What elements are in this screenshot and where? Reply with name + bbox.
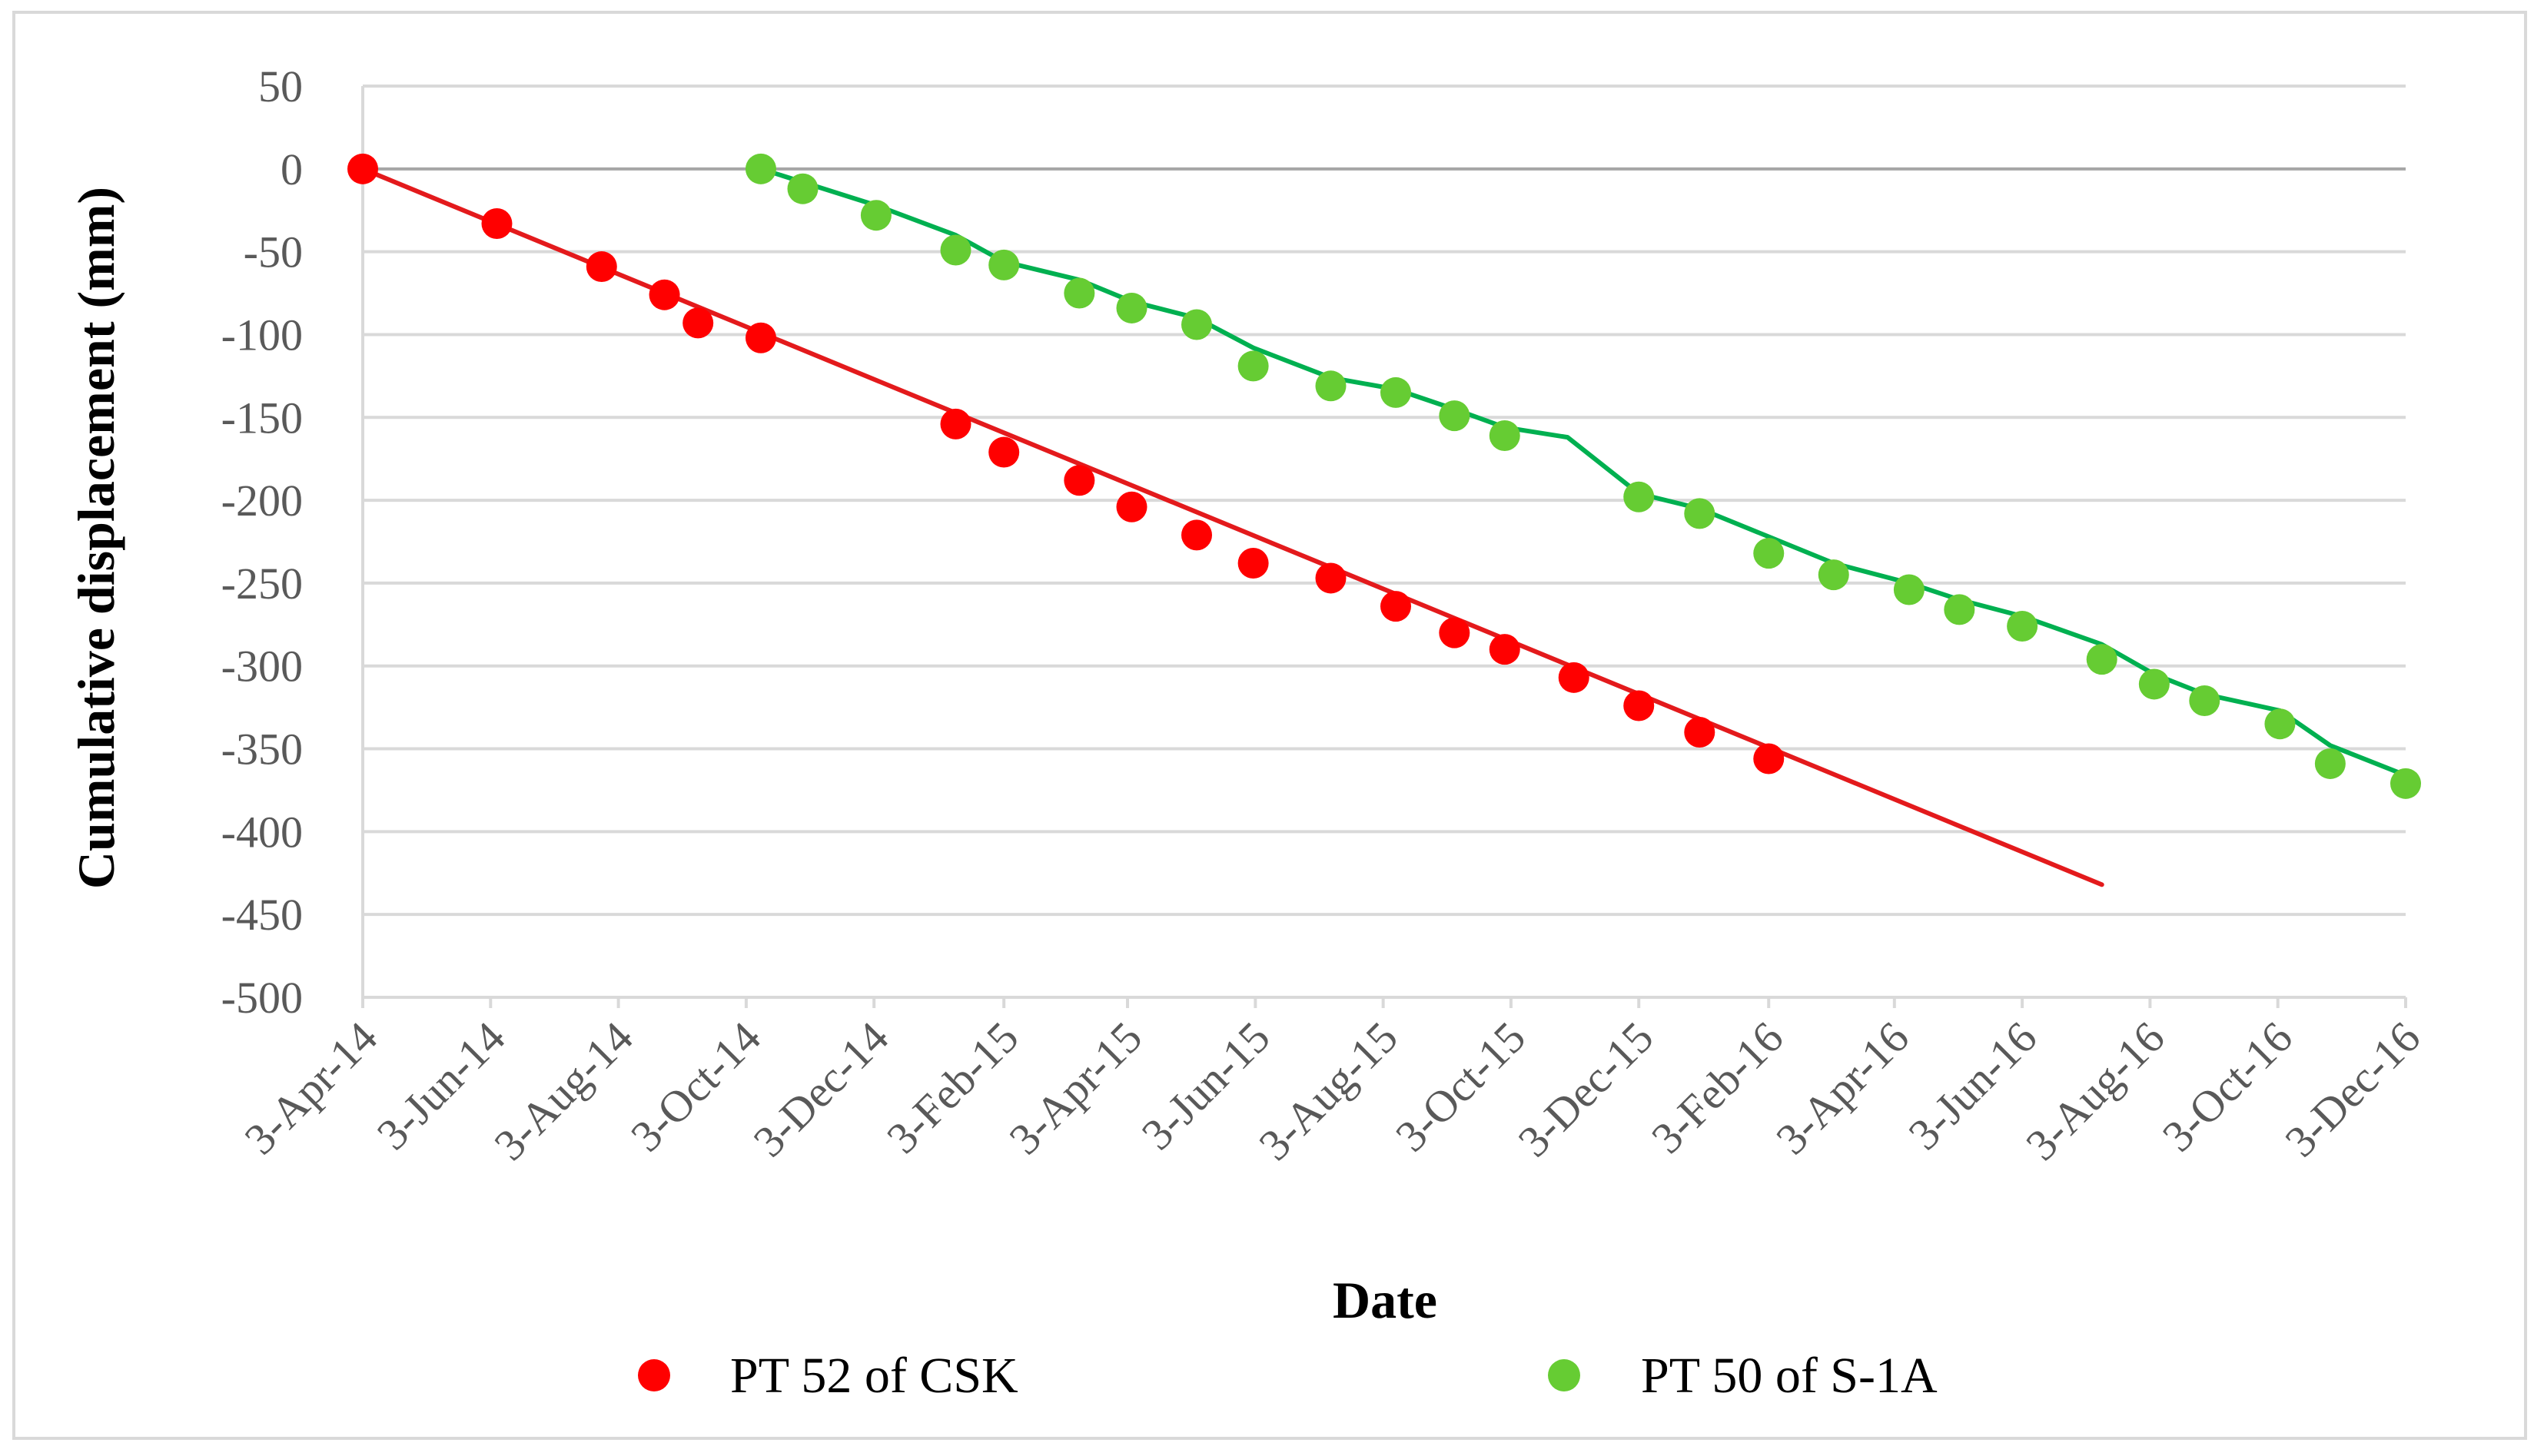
data-point-pt52: [1237, 548, 1269, 579]
legend: PT 52 of CSK PT 50 of S-1A: [638, 1348, 1938, 1404]
y-tick-label: -350: [221, 725, 303, 774]
y-tick-label: -200: [221, 476, 303, 526]
data-point-pt52: [1623, 690, 1655, 721]
chart-frame: [12, 11, 2527, 1440]
y-tick-label: -500: [221, 973, 303, 1023]
data-point-pt50: [1944, 594, 1975, 625]
series-layer: [347, 153, 2421, 887]
y-tick-label: -250: [221, 559, 303, 609]
data-point-pt50: [2264, 708, 2296, 740]
y-tick-label: -400: [221, 807, 303, 857]
data-point-pt50: [2086, 644, 2117, 675]
data-point-pt52: [1558, 662, 1589, 693]
legend-marker-pt52: [638, 1359, 670, 1391]
data-point-pt52: [682, 307, 714, 339]
data-point-pt50: [1753, 538, 1785, 569]
data-point-pt50: [1237, 350, 1269, 382]
data-point-pt52: [649, 279, 680, 310]
data-point-pt52: [1315, 562, 1347, 594]
data-point-pt50: [1116, 292, 1147, 323]
data-point-pt50: [1380, 376, 1411, 408]
y-tick-label: -50: [244, 227, 303, 277]
data-point-pt50: [2189, 685, 2220, 717]
data-point-pt50: [1893, 574, 1925, 605]
x-tick-label: 3-Aug-14: [484, 1012, 642, 1169]
data-point-pt50: [1315, 370, 1347, 402]
y-tick-labels: 50 0 -50 -100 -150 -200 -250 -300 -350 -400 -450 -5…: [221, 61, 303, 1023]
y-tick-label: -150: [221, 393, 303, 443]
axes: [361, 86, 2407, 1008]
data-point-pt52: [1753, 743, 1785, 774]
x-tick-label: 3-Dec-14: [744, 1012, 898, 1166]
data-point-pt50: [1684, 498, 1715, 529]
y-tick-label: -100: [221, 310, 303, 360]
data-point-pt52: [1380, 591, 1411, 622]
x-tick-label: 3-Apr-15: [999, 1012, 1151, 1164]
gridlines: [363, 85, 2406, 917]
x-tick-label: 3-Oct-14: [621, 1012, 770, 1161]
data-point-pt50: [2390, 768, 2421, 799]
data-point-pt50: [988, 249, 1020, 280]
y-tick-label: -300: [221, 642, 303, 692]
data-point-pt52: [1439, 617, 1470, 648]
data-point-pt50: [1439, 400, 1470, 432]
x-tick-label: 3-Oct-16: [2153, 1012, 2302, 1161]
y-tick-label: -450: [221, 890, 303, 940]
x-tick-label: 3-Feb-15: [877, 1012, 1028, 1162]
data-point-pt50: [1064, 277, 1095, 309]
data-point-pt50: [1489, 420, 1520, 451]
data-point-pt50: [745, 153, 776, 184]
data-point-pt52: [940, 408, 971, 439]
data-point-pt52: [1181, 519, 1213, 551]
x-tick-label: 3-Feb-16: [1642, 1012, 1792, 1162]
data-point-pt50: [1623, 481, 1655, 512]
data-point-pt50: [1181, 309, 1213, 340]
x-tick-label: 3-Dec-15: [1509, 1012, 1663, 1166]
data-point-pt50: [787, 173, 819, 204]
data-point-pt52: [481, 207, 513, 239]
data-point-pt50: [860, 200, 892, 231]
x-tick-label: 3-Oct-15: [1386, 1012, 1535, 1161]
y-tick-label: 0: [281, 144, 303, 194]
y-tick-label: 50: [258, 61, 303, 111]
data-point-pt52: [1116, 491, 1147, 522]
data-point-pt50: [2007, 610, 2038, 642]
data-point-pt52: [1489, 634, 1520, 665]
data-point-pt50: [1818, 559, 1849, 591]
data-point-pt50: [2138, 668, 2170, 700]
x-tick-label: 3-Apr-14: [234, 1012, 387, 1164]
x-tick-label: 3-Dec-16: [2275, 1012, 2429, 1166]
legend-label-pt52: PT 52 of CSK: [730, 1348, 1018, 1404]
data-point-pt50: [940, 234, 971, 266]
data-point-pt50: [2314, 748, 2346, 779]
y-axis-title: Cumulative displacement (mm): [67, 187, 125, 889]
data-point-pt52: [1064, 465, 1095, 496]
legend-marker-pt50: [1548, 1359, 1580, 1391]
x-tick-label: 3-Apr-16: [1766, 1012, 1918, 1164]
x-tick-label: 3-Aug-15: [1249, 1012, 1407, 1169]
x-tick-labels: 3-Apr-143-Jun-143-Aug-143-Oct-143-Dec-14…: [234, 1012, 2429, 1169]
data-point-pt52: [1684, 716, 1715, 748]
trend-line-pt52: [360, 166, 2104, 887]
x-axis-title: Date: [1333, 1271, 1437, 1329]
data-point-pt52: [988, 436, 1020, 468]
data-point-pt52: [745, 322, 776, 353]
data-point-pt52: [586, 251, 617, 283]
data-point-pt52: [347, 153, 378, 184]
x-tick-label: 3-Aug-16: [2016, 1012, 2174, 1169]
legend-label-pt50: PT 50 of S-1A: [1641, 1348, 1938, 1404]
